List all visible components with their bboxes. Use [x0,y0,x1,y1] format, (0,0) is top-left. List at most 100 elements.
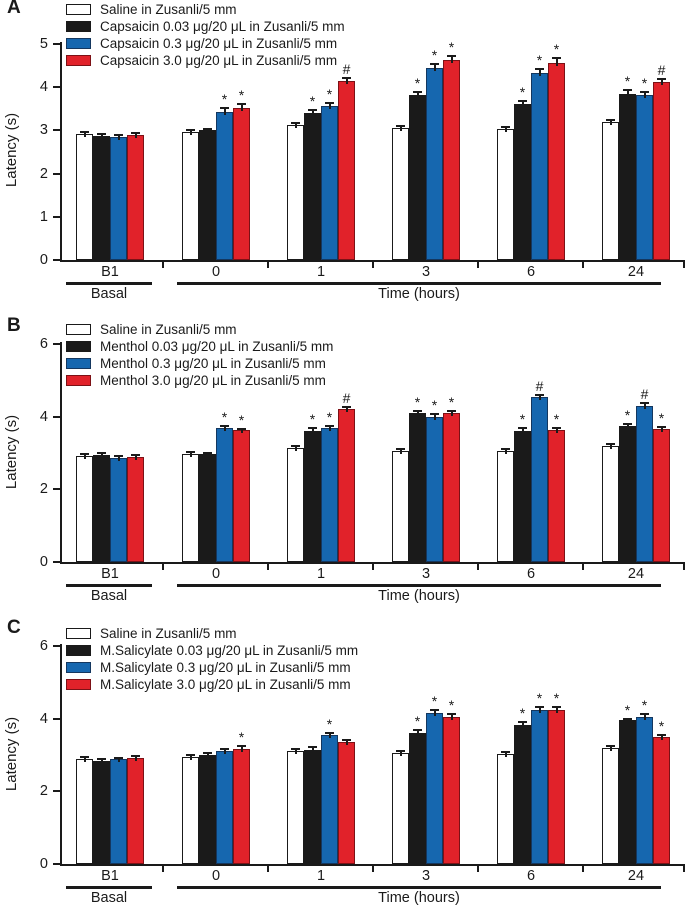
error-bar-stem [416,729,419,737]
x-category-label: B1 [101,566,119,582]
error-bar-stem [294,748,297,754]
y-tick [53,645,62,647]
legend-item: Capsaicin 3.0 μg/20 μL in Zusanli/5 mm [66,52,345,69]
legend-swatch [66,679,91,690]
error-bar [237,745,246,752]
bar [636,94,653,260]
error-bar-stem [240,427,243,434]
error-bar-stem [433,709,436,717]
bar [426,416,443,562]
bar [216,112,233,260]
x-tick [267,866,269,872]
y-tick-label: 3 [39,122,48,139]
x-category-label: B1 [101,264,119,280]
basal-label: Basal [90,890,128,906]
error-bar [186,754,195,760]
bar [338,80,355,260]
plot-area: 0 2 4 6 B1 0 1 3 6 24 * * * * * * * # # * # * * * Basal Time (hou… [0,302,685,604]
error-bar-stem [83,453,86,459]
error-bar [325,425,334,432]
significance-marker: * [624,73,631,90]
error-bar [97,133,106,140]
error-bar-stem [83,130,86,137]
error-bar-stem [538,706,541,713]
legend-label: Menthol 0.3 μg/20 μL in Zusanli/5 mm [100,356,326,371]
bar [531,72,548,260]
error-bar [291,748,300,754]
bar [602,445,619,562]
x-tick [477,564,479,570]
error-bar-stem [660,425,663,432]
x-category-label: 0 [211,264,221,280]
basal-underline [66,584,152,587]
bar [602,121,619,260]
legend-swatch [66,324,91,335]
x-category-label: 3 [421,868,431,884]
error-bar-stem [399,125,402,132]
legend-swatch [66,628,91,639]
error-bar-stem [609,119,612,125]
basal-underline [66,282,152,285]
error-bar [114,134,123,141]
significance-marker: * [414,713,421,730]
bar [182,453,199,562]
error-bar-stem [189,754,192,760]
legend-item: Saline in Zusanli/5 mm [66,321,333,338]
legend: Saline in Zusanli/5 mm M.Salicylate 0.03 … [66,625,358,693]
error-bar [501,125,510,133]
error-bar-stem [521,99,524,107]
significance-marker: * [519,410,526,427]
y-axis-line [60,342,62,564]
error-bar-stem [134,131,137,138]
bar [514,431,531,562]
bar [392,451,409,562]
legend-label: Saline in Zusanli/5 mm [100,626,237,641]
error-bar-stem [345,76,348,84]
y-tick [53,415,62,418]
significance-marker: * [326,86,333,103]
bar [514,103,531,260]
bar [443,413,460,562]
legend-swatch [66,662,91,673]
bar [216,428,233,562]
error-bar-stem [555,57,558,67]
legend-item: M.Salicylate 0.3 μg/20 μL in Zusanli/5 m… [66,659,358,676]
error-bar-stem [83,756,86,762]
error-bar-stem [240,103,243,111]
error-bar [80,130,89,137]
legend-item: Capsaicin 0.03 μg/20 μL in Zusanli/5 mm [66,18,345,35]
y-tick-label: 0 [39,252,48,268]
error-bar [552,427,561,434]
error-bar [430,413,439,420]
error-bar [623,422,632,429]
y-tick-label: 1 [39,208,48,225]
bar [233,748,250,864]
error-bar-stem [345,739,348,746]
legend-label: M.Salicylate 0.3 μg/20 μL in Zusanli/5 m… [100,660,351,675]
error-bar-stem [223,748,226,755]
error-bar [606,119,615,125]
significance-marker: # [640,385,649,402]
error-bar-stem [416,409,419,417]
time-underline [177,282,661,285]
error-bar-stem [660,733,663,740]
y-tick-label: 6 [39,336,48,352]
error-bar [186,128,195,135]
x-category-label: 24 [627,868,645,884]
y-tick [53,259,62,261]
error-bar [501,751,510,758]
bar [548,430,565,562]
error-bar-stem [626,89,629,97]
error-bar-stem [643,401,646,409]
error-bar [623,89,632,97]
y-tick [53,863,62,865]
significance-marker: * [536,690,543,707]
x-category-label: B1 [101,868,119,884]
bar [93,136,110,260]
significance-marker: * [624,406,631,423]
error-bar [552,57,561,67]
significance-marker: * [414,393,421,410]
error-bar [396,750,405,757]
y-tick [53,343,62,345]
error-bar [606,442,615,449]
